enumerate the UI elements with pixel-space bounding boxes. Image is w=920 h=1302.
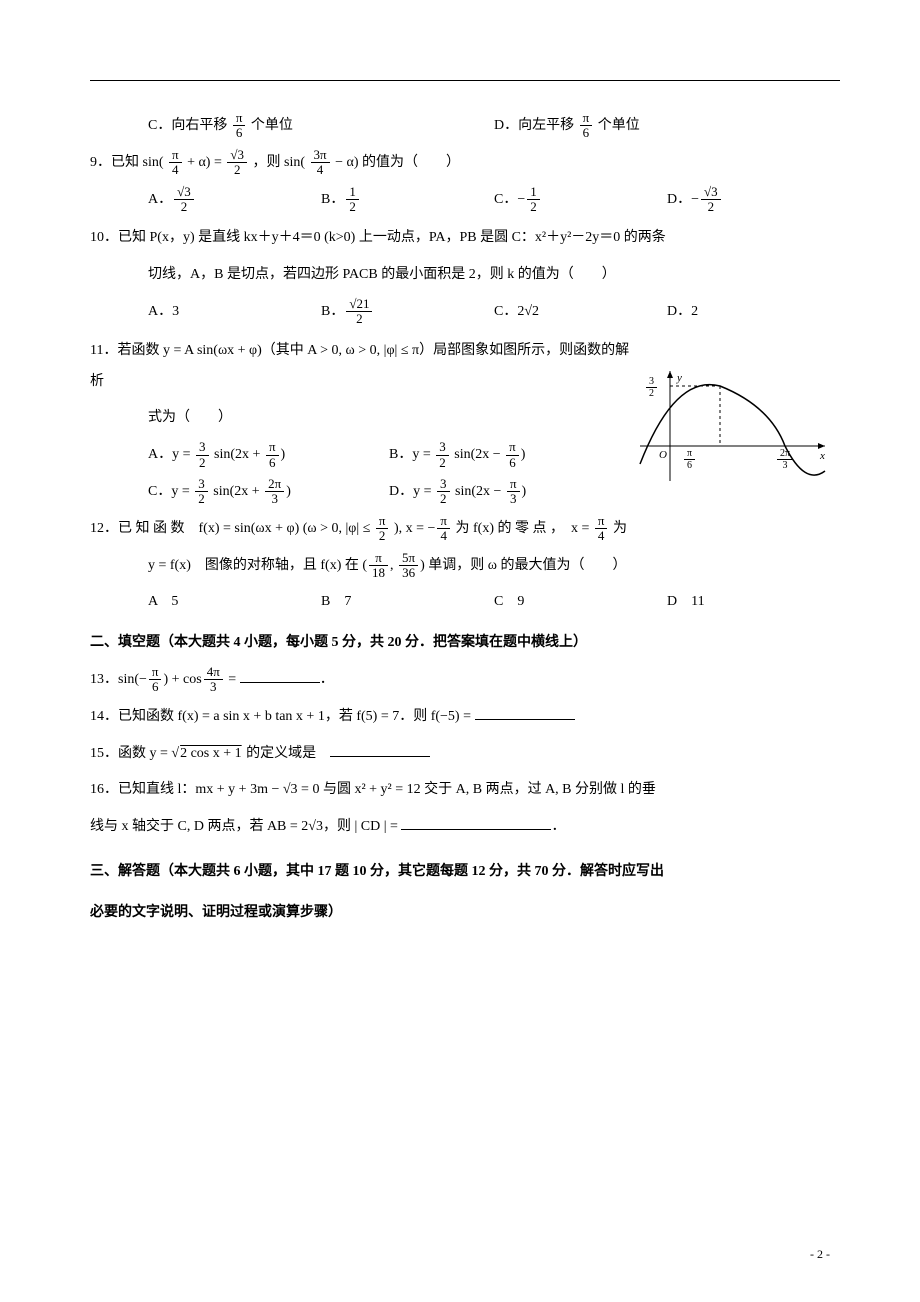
q9-pre: 9．已知 sin( xyxy=(90,155,164,170)
q10a: A．3 xyxy=(148,297,321,328)
q12-c4: 为 xyxy=(613,521,627,536)
q10c: C．2√2 xyxy=(494,297,667,328)
q16-r3-1: √3 xyxy=(283,782,298,797)
q12-l2: y = f(x) 图像的对称轴，且 f(x) 在 (π18, 5π36) 单调，… xyxy=(148,551,840,582)
q16-l1b: = 0 与圆 x² + y² = 12 交于 A, B 两点，过 A, B 分别… xyxy=(298,782,656,797)
q14-blank xyxy=(475,705,575,720)
q13b: ) + cos xyxy=(163,672,201,687)
q12a: A 5 xyxy=(148,587,321,618)
q15-blank xyxy=(330,742,430,757)
q8c-text: C．向右平移 xyxy=(148,118,227,133)
q15b: 的定义域是 xyxy=(243,746,331,761)
page: C．向右平移 π6 个单位 D．向左平移 π6 个单位 9．已知 sin( π4… xyxy=(0,0,920,1302)
q12-intr: ) xyxy=(420,558,425,573)
frac-r3o2: √32 xyxy=(227,148,247,178)
frac-3pi4: 3π4 xyxy=(311,148,330,178)
q12-l2b: 单调，则 ω 的最大值为（ ） xyxy=(428,558,626,573)
q10-l2: 切线，A，B 是切点，若四边形 PACB 的最小面积是 2，则 k 的值为（ ） xyxy=(148,260,840,291)
q12c: C 9 xyxy=(494,587,667,618)
q16-l1: 16．已知直线 l：mx + y + 3m − √3 = 0 与圆 x² + y… xyxy=(90,775,840,806)
q11-l2: 式为（ ） xyxy=(148,403,630,434)
q9d: D．−√32 xyxy=(667,185,840,216)
q9-choices: A．√32 B．12 C．−12 D．−√32 xyxy=(148,185,840,216)
q16-l2a: 线与 x 轴交于 C, D 两点，若 AB = 2 xyxy=(90,819,308,834)
q16-r3-2: √3 xyxy=(308,819,323,834)
q10b: B．√212 xyxy=(321,297,494,328)
q9: 9．已知 sin( π4 + α) = √32 ，则 sin( 3π4 − α)… xyxy=(90,148,840,179)
q14-text: 14．已知函数 f(x) = a sin x + b tan x + 1，若 f… xyxy=(90,709,475,724)
q12-intl: ( xyxy=(362,558,367,573)
q11-ab: A．y = 32 sin(2x + π6) B．y = 32 sin(2x − … xyxy=(148,440,630,471)
q16-blank xyxy=(401,815,551,830)
q10-l1: 10．已知 P(x，y) 是直线 kx＋y＋4＝0 (k>0) 上一动点，PA，… xyxy=(90,223,840,254)
q13a: 13．sin(− xyxy=(90,672,147,687)
fig-xt2: 2π3 xyxy=(777,448,793,471)
fig-ytick: 32 xyxy=(646,376,657,399)
fig-x-label: x xyxy=(819,450,825,462)
q12-l1: 12．已 知 函 数 f(x) = sin(ωx + φ) (ω > 0, |φ… xyxy=(90,514,840,545)
page-number: - 2 - xyxy=(810,1247,830,1262)
q9-m1: + α) = xyxy=(187,155,225,170)
q11-cd: C．y = 32 sin(2x + 2π3) D．y = 32 sin(2x −… xyxy=(148,477,630,508)
q9-m2: ，则 sin( xyxy=(253,155,306,170)
q14: 14．已知函数 f(x) = a sin x + b tan x + 1，若 f… xyxy=(90,702,840,733)
q12d: D 11 xyxy=(667,587,840,618)
q8-d: D．向左平移 π6 个单位 xyxy=(494,111,840,142)
q13: 13．sin(−π6) + cos4π3 = ． xyxy=(90,665,840,696)
q12-c1: (ω > 0, |φ| ≤ xyxy=(303,521,374,536)
q12-c2: ), x = − xyxy=(394,521,435,536)
q13-blank xyxy=(240,668,320,683)
q16-l2b: ，则 | CD | = xyxy=(323,819,401,834)
q11: 11．若函数 y = A sin(ωx + φ)（其中 A > 0, ω > 0… xyxy=(90,336,840,514)
q9b: B．12 xyxy=(321,185,494,216)
q10-choices: A．3 B．√212 C．2√2 D．2 xyxy=(148,297,840,328)
q9c: C．−12 xyxy=(494,185,667,216)
q11a: A．y = 32 sin(2x + π6) xyxy=(148,440,389,471)
section-3-l2: 必要的文字说明、证明过程或演算步骤） xyxy=(90,898,840,929)
q12b: B 7 xyxy=(321,587,494,618)
q11-l1: 11．若函数 y = A sin(ωx + φ)（其中 A > 0, ω > 0… xyxy=(90,336,630,398)
q11-figure: y x O 32 π6 2π3 xyxy=(630,336,840,514)
section-3-l1: 三、解答题（本大题共 6 小题，其中 17 题 10 分，其它题每题 12 分，… xyxy=(90,857,840,888)
frac-pi6-d: π6 xyxy=(580,111,593,141)
q11d: D．y = 32 sin(2x − π3) xyxy=(389,477,630,508)
q9a: A．√32 xyxy=(148,185,321,216)
fig-y-label: y xyxy=(676,372,682,384)
frac-pi4: π4 xyxy=(169,148,182,178)
q16-l1a: 16．已知直线 l：mx + y + 3m − xyxy=(90,782,283,797)
q11b: B．y = 32 sin(2x − π6) xyxy=(389,440,630,471)
q15: 15．函数 y = √2 cos x + 1 的定义域是 xyxy=(90,739,840,770)
q8-options-cd: C．向右平移 π6 个单位 D．向左平移 π6 个单位 xyxy=(148,111,840,142)
top-rule xyxy=(90,80,840,81)
q12-pre: 12．已 知 函 数 f(x) = sin(ωx + φ) xyxy=(90,521,299,536)
q8c-unit: 个单位 xyxy=(251,118,293,133)
fig-origin: O xyxy=(659,449,667,461)
q13c: = xyxy=(225,672,240,687)
section-2-heading: 二、填空题（本大题共 4 小题，每小题 5 分，共 20 分．把答案填在题中横线… xyxy=(90,628,840,659)
q15a: 15．函数 y = xyxy=(90,746,171,761)
q10d: D．2 xyxy=(667,297,840,328)
q12-choices: A 5 B 7 C 9 D 11 xyxy=(148,587,840,618)
fig-xt1: π6 xyxy=(684,448,695,471)
sine-graph-icon: y x O 32 π6 2π3 xyxy=(630,366,830,486)
q8-c: C．向右平移 π6 个单位 xyxy=(148,111,494,142)
q8d-unit: 个单位 xyxy=(598,118,640,133)
q9-m3: − α) 的值为（ ） xyxy=(335,155,460,170)
q12-l2a: y = f(x) 图像的对称轴，且 f(x) 在 xyxy=(148,558,362,573)
q11c: C．y = 32 sin(2x + 2π3) xyxy=(148,477,389,508)
q15-rad: 2 cos x + 1 xyxy=(179,746,243,761)
q8d-text: D．向左平移 xyxy=(494,118,574,133)
q12-c3: 为 f(x) 的 零 点 ， x = xyxy=(456,521,593,536)
frac-pi6-c: π6 xyxy=(233,111,246,141)
q16-l2: 线与 x 轴交于 C, D 两点，若 AB = 2√3，则 | CD | = ． xyxy=(90,812,840,843)
